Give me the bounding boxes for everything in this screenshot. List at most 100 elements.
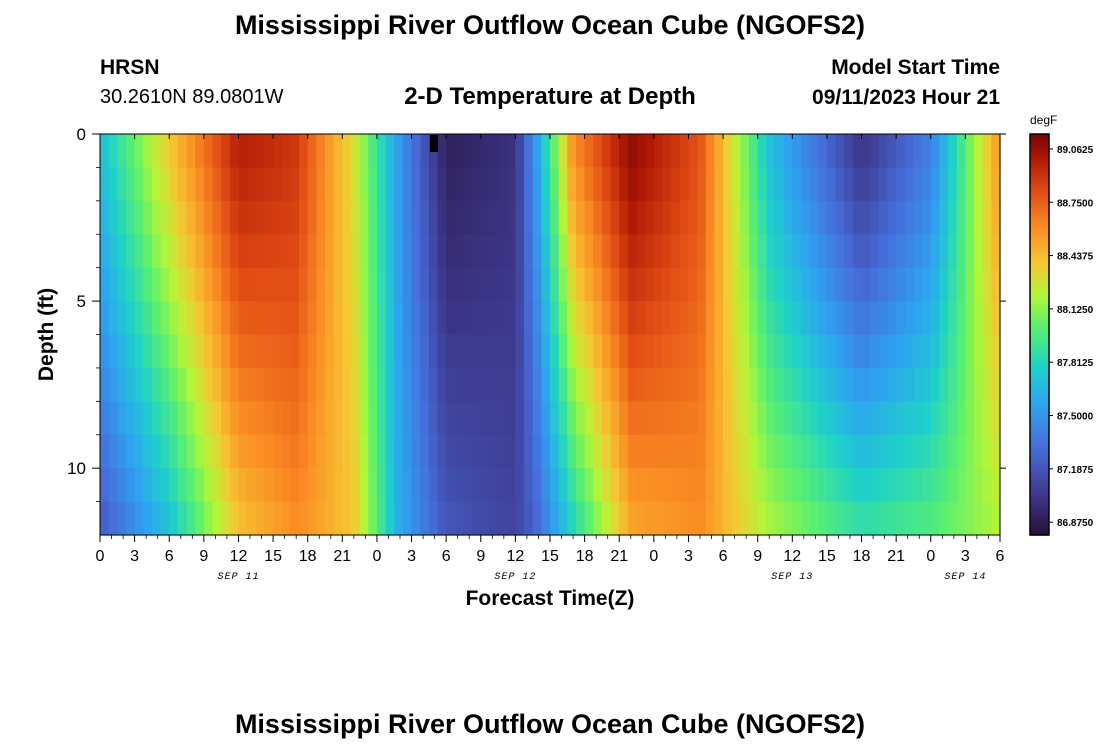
heatmap-cell xyxy=(697,501,707,536)
heatmap-cell xyxy=(264,367,274,402)
heatmap-cell xyxy=(861,234,871,269)
heatmap-cell xyxy=(446,301,456,336)
heatmap-cell xyxy=(333,367,343,402)
heatmap-cell xyxy=(506,167,516,202)
heatmap-cell xyxy=(316,401,326,436)
heatmap-cell xyxy=(221,234,231,269)
heatmap-cell xyxy=(861,367,871,402)
heatmap-cell xyxy=(558,334,568,369)
heatmap-cell xyxy=(775,234,785,269)
heatmap-cell xyxy=(800,301,811,336)
heatmap-cell xyxy=(498,401,508,436)
heatmap-cell xyxy=(350,200,361,235)
heatmap-cell xyxy=(627,234,638,269)
heatmap-cell xyxy=(740,267,750,302)
heatmap-cell xyxy=(195,167,205,202)
heatmap-cell xyxy=(541,401,551,436)
colorbar-step xyxy=(1030,401,1049,406)
heatmap-cell xyxy=(671,301,681,336)
colorbar-step xyxy=(1030,498,1049,503)
heatmap-cell xyxy=(653,267,664,302)
heatmap-cell xyxy=(437,267,447,302)
heatmap-cell xyxy=(437,434,447,469)
heatmap-cell xyxy=(299,334,309,369)
heatmap-cell xyxy=(350,367,361,402)
heatmap-cell xyxy=(506,301,516,336)
heatmap-cell xyxy=(792,434,802,469)
heatmap-cell xyxy=(887,267,897,302)
colorbar-step xyxy=(1030,287,1049,292)
heatmap-cell xyxy=(350,401,361,436)
heatmap-cell xyxy=(186,301,196,336)
heatmap-cell xyxy=(948,434,958,469)
colorbar-step xyxy=(1030,134,1049,138)
heatmap-cell xyxy=(229,167,240,202)
heatmap-cells xyxy=(100,134,1001,536)
colorbar-step xyxy=(1030,351,1049,356)
heatmap-cell xyxy=(169,434,179,469)
heatmap-cell xyxy=(775,167,785,202)
heatmap-cell xyxy=(740,334,750,369)
heatmap-cell xyxy=(117,267,127,302)
heatmap-cell xyxy=(749,434,759,469)
heatmap-cell xyxy=(221,334,231,369)
heatmap-cell xyxy=(653,167,664,202)
heatmap-cell xyxy=(108,134,118,169)
heatmap-cell xyxy=(974,501,984,536)
heatmap-cell xyxy=(125,267,136,302)
heatmap-cell xyxy=(446,367,456,402)
heatmap-cell xyxy=(169,334,179,369)
heatmap-cell xyxy=(446,501,456,536)
heatmap-cell xyxy=(515,468,525,503)
heatmap-cell xyxy=(117,367,127,402)
colorbar-step xyxy=(1030,504,1049,509)
colorbar-step xyxy=(1030,524,1049,529)
heatmap-cell xyxy=(532,134,542,169)
heatmap-cell xyxy=(125,200,136,235)
heatmap-cell xyxy=(307,401,317,436)
heatmap-cell xyxy=(653,434,664,469)
heatmap-cell xyxy=(472,367,482,402)
heatmap-cell xyxy=(255,334,266,369)
heatmap-cell xyxy=(498,200,508,235)
heatmap-cell xyxy=(480,334,491,369)
heatmap-cell xyxy=(316,501,326,536)
heatmap-cell xyxy=(359,401,369,436)
heatmap-cell xyxy=(714,234,724,269)
heatmap-cell xyxy=(939,367,949,402)
heatmap-cell xyxy=(757,434,767,469)
colorbar-step xyxy=(1030,240,1049,245)
heatmap-cell xyxy=(143,334,153,369)
heatmap-cell xyxy=(359,334,369,369)
heatmap-cell xyxy=(956,434,966,469)
colorbar-step xyxy=(1030,174,1049,179)
heatmap-cell xyxy=(255,468,266,503)
heatmap-cell xyxy=(411,267,421,302)
colorbar-step xyxy=(1030,324,1049,329)
heatmap-cell xyxy=(342,234,352,269)
heatmap-cell xyxy=(359,501,369,536)
heatmap-cell xyxy=(930,468,941,503)
heatmap-cell xyxy=(982,301,992,336)
heatmap-cell xyxy=(550,501,560,536)
heatmap-cell xyxy=(169,267,179,302)
heatmap-cell xyxy=(982,434,992,469)
heatmap-cell xyxy=(169,367,179,402)
heatmap-cell xyxy=(896,468,906,503)
heatmap-cell xyxy=(498,134,508,169)
heatmap-cell xyxy=(160,501,170,536)
heatmap-cell xyxy=(818,367,828,402)
heatmap-cell xyxy=(601,401,612,436)
heatmap-cell xyxy=(394,434,404,469)
heatmap-cell xyxy=(333,334,343,369)
colorbar-step xyxy=(1030,154,1049,158)
heatmap-cell xyxy=(420,334,430,369)
heatmap-cell xyxy=(402,401,413,436)
chart-title: Mississippi River Outflow Ocean Cube (NG… xyxy=(234,10,866,40)
heatmap-cell xyxy=(221,501,231,536)
heatmap-cell xyxy=(826,301,837,336)
heatmap-cell xyxy=(930,200,941,235)
x-tick-label: 21 xyxy=(887,548,905,565)
heatmap-cell xyxy=(800,501,811,536)
heatmap-cell xyxy=(974,134,984,169)
